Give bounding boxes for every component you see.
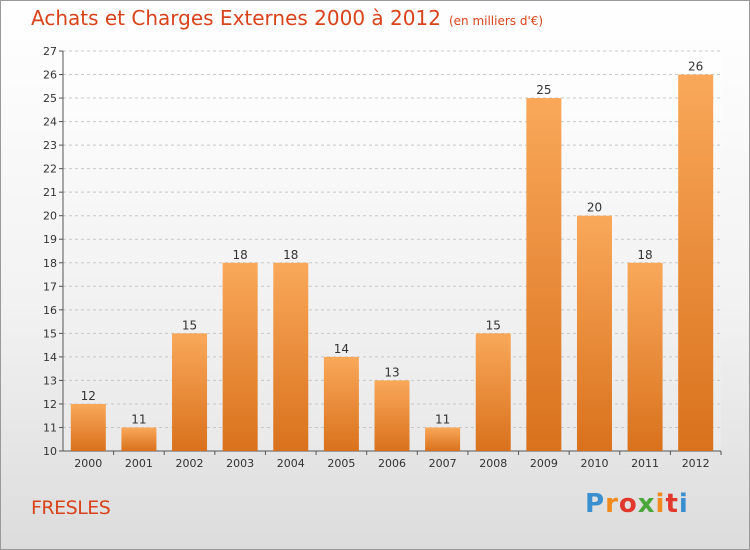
x-tick-label: 2005 xyxy=(327,457,355,470)
bar-value-label: 15 xyxy=(182,318,197,332)
x-tick-label: 2004 xyxy=(277,457,305,470)
y-tick-label: 27 xyxy=(43,45,57,58)
bar-value-label: 18 xyxy=(233,248,248,262)
bar xyxy=(576,215,612,451)
chart-title-text: Achats et Charges Externes 2000 à 2012 xyxy=(31,6,441,30)
logo-letter: P xyxy=(585,489,606,519)
y-tick-label: 10 xyxy=(43,445,57,458)
bar-value-label: 20 xyxy=(587,201,602,215)
x-tick-label: 2009 xyxy=(530,457,558,470)
x-tick-label: 2001 xyxy=(125,457,153,470)
bar-value-label: 18 xyxy=(637,248,652,262)
bar-value-label: 26 xyxy=(688,60,703,74)
y-tick-label: 23 xyxy=(43,139,57,152)
bar-value-label: 11 xyxy=(435,412,450,426)
bar xyxy=(222,262,258,451)
bar-value-label: 11 xyxy=(131,412,146,426)
bar xyxy=(273,262,309,451)
bar-value-label: 15 xyxy=(486,318,501,332)
chart-subtitle: (en milliers d'€) xyxy=(448,14,544,28)
logo-letter: x xyxy=(637,489,656,519)
bar-value-label: 25 xyxy=(536,83,551,97)
y-tick-label: 15 xyxy=(43,327,57,340)
x-tick-label: 2008 xyxy=(479,457,507,470)
bar xyxy=(70,403,106,451)
bar xyxy=(526,98,562,451)
y-tick-label: 11 xyxy=(43,421,57,434)
y-tick-label: 24 xyxy=(43,116,57,129)
logo-letter: o xyxy=(618,489,638,519)
y-tick-label: 16 xyxy=(43,304,57,317)
y-tick-label: 19 xyxy=(43,233,57,246)
x-tick-label: 2007 xyxy=(429,457,457,470)
logo-letter: i xyxy=(655,489,666,519)
bar-value-label: 14 xyxy=(334,342,349,356)
y-tick-label: 26 xyxy=(43,69,57,82)
x-tick-label: 2012 xyxy=(682,457,710,470)
y-tick-label: 13 xyxy=(43,374,57,387)
y-tick-label: 25 xyxy=(43,92,57,105)
y-tick-label: 18 xyxy=(43,257,57,270)
x-tick-label: 2010 xyxy=(580,457,608,470)
x-tick-label: 2002 xyxy=(176,457,204,470)
bar xyxy=(425,427,461,451)
bar-value-label: 13 xyxy=(384,365,399,379)
bar-value-label: 18 xyxy=(283,248,298,262)
bar xyxy=(627,262,663,451)
x-tick-label: 2011 xyxy=(631,457,659,470)
y-tick-label: 22 xyxy=(43,163,57,176)
logo-letter: i xyxy=(678,489,689,519)
y-tick-label: 12 xyxy=(43,398,57,411)
bar xyxy=(121,427,157,451)
proxiti-logo: Proxiti xyxy=(585,489,689,519)
x-tick-label: 2000 xyxy=(74,457,102,470)
bar xyxy=(374,380,410,451)
x-tick-label: 2006 xyxy=(378,457,406,470)
bar xyxy=(678,74,714,451)
bar xyxy=(475,333,511,451)
y-tick-label: 21 xyxy=(43,186,57,199)
logo-letter: r xyxy=(605,489,619,519)
logo-letter: t xyxy=(665,489,679,519)
location-label: FRESLES xyxy=(31,497,111,519)
y-tick-label: 14 xyxy=(43,351,57,364)
y-tick-label: 17 xyxy=(43,280,57,293)
bar-value-label: 12 xyxy=(81,389,96,403)
y-tick-label: 20 xyxy=(43,210,57,223)
bar xyxy=(172,333,208,451)
x-tick-label: 2003 xyxy=(226,457,254,470)
chart-title: Achats et Charges Externes 2000 à 2012 (e… xyxy=(31,6,543,30)
bar xyxy=(323,356,359,451)
